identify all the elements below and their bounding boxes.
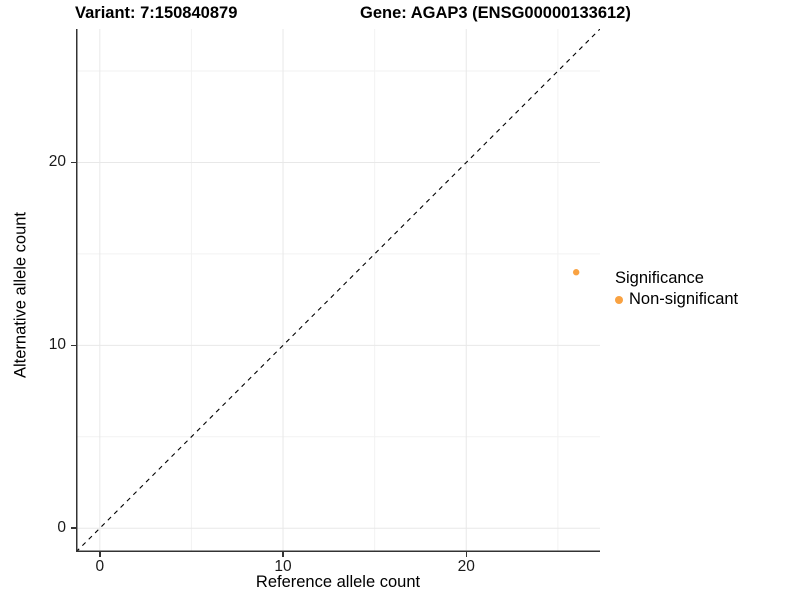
plot-title-gene: Gene: AGAP3 (ENSG00000133612) [360,4,631,22]
identity-reference-line [76,29,600,552]
y-tick-label: 20 [48,153,66,171]
plot-title-variant: Variant: 7:150840879 [75,4,238,22]
scatter-plot-canvas [76,29,600,552]
x-tick-label: 0 [95,558,105,575]
legend: Significance Non-significant [615,269,738,309]
y-tick-mark [71,344,76,347]
x-tick-mark [99,552,101,557]
y-tick-label: 0 [57,519,66,537]
y-tick-mark [71,527,76,529]
y-tick-label: 10 [48,336,66,354]
legend-point-icon [615,295,623,304]
legend-title: Significance [615,269,704,287]
x-tick-mark [465,552,467,557]
x-axis-title: Reference allele count [255,573,421,591]
data-point[interactable] [572,269,580,276]
x-tick-label: 10 [274,558,292,575]
legend-item-label: Non-significant [629,290,739,308]
plot-panel [76,29,600,552]
y-tick-mark [71,161,76,164]
y-axis-title: Alternative allele count [11,211,30,379]
legend-item-non-significant: Non-significant [615,290,738,309]
x-tick-label: 20 [457,558,475,575]
x-tick-mark [282,552,284,557]
